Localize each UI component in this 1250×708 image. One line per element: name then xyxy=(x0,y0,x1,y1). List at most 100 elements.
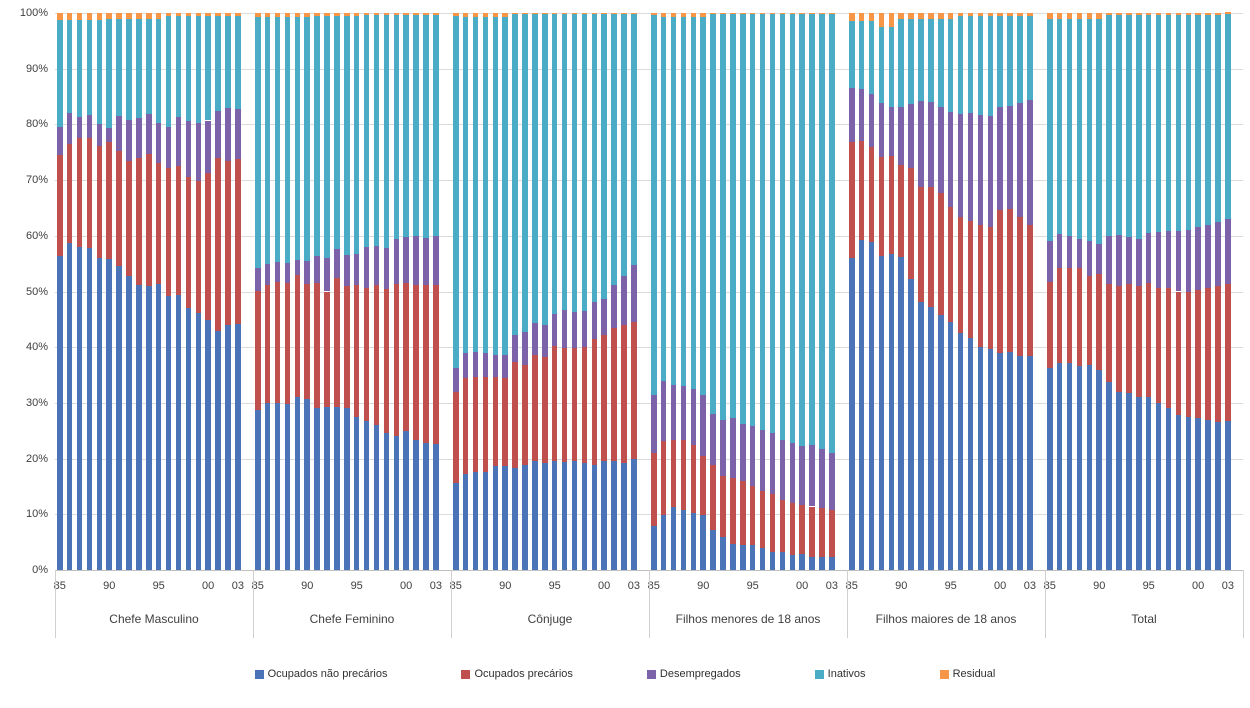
bar-segment-ocupados-precarios xyxy=(255,290,261,411)
bar-segment-desempregados xyxy=(858,88,865,141)
bar-segment-desempregados xyxy=(1185,229,1192,293)
bar-segment-ocupados-precarios xyxy=(542,356,548,464)
bar-segment-residual xyxy=(1076,13,1083,19)
bar-segment-residual xyxy=(1155,13,1162,15)
bar-segment-residual xyxy=(631,13,637,15)
bar-segment-residual xyxy=(1145,13,1152,15)
bar-segment-ocupados-precarios xyxy=(304,284,310,399)
x-tick-label: 85 xyxy=(1043,580,1056,592)
bar-segment-residual xyxy=(363,13,370,15)
bar-segment-ocupados-precarios xyxy=(849,141,855,259)
bar-segment-ocupados-precarios xyxy=(868,147,875,242)
bar-segment-ocupados-precarios xyxy=(1096,274,1102,371)
bar-segment-ocupados-precarios xyxy=(433,284,439,445)
bar-segment-ocupados-precarios xyxy=(730,478,736,544)
x-tick-label: 00 xyxy=(598,580,611,592)
bar-segment-residual xyxy=(1225,11,1231,14)
bar-segment-residual xyxy=(651,13,657,15)
bar-segment-ocupados-nao-precarios xyxy=(878,256,885,570)
bar-segment-residual xyxy=(353,13,360,16)
bar-segment-inativos xyxy=(314,15,320,257)
bar-segment-ocupados-precarios xyxy=(1126,284,1132,394)
bar-segment-residual xyxy=(136,13,142,19)
bar-segment-ocupados-precarios xyxy=(888,156,895,255)
bar-segment-inativos xyxy=(136,18,142,118)
bar-segment-inativos xyxy=(967,15,974,113)
bar-segment-ocupados-precarios xyxy=(779,499,786,553)
bar-segment-ocupados-precarios xyxy=(819,508,825,558)
bar-segment-desempregados xyxy=(957,113,964,218)
x-tick-label: 85 xyxy=(647,580,660,592)
bar-segment-desempregados xyxy=(1195,227,1201,290)
bar-segment-residual xyxy=(1165,13,1172,15)
bar-segment-desempregados xyxy=(1066,236,1073,269)
bar-segment-ocupados-precarios xyxy=(601,334,607,461)
bar-segment-desempregados xyxy=(522,331,528,365)
bar-segment-desempregados xyxy=(1215,221,1221,287)
bar-segment-desempregados xyxy=(373,246,380,285)
bar-segment-residual xyxy=(611,13,617,15)
bar-segment-desempregados xyxy=(433,236,439,285)
bar-segment-ocupados-precarios xyxy=(195,181,202,314)
bar-segment-ocupados-nao-precarios xyxy=(453,483,459,570)
y-tick-label: 10% xyxy=(25,508,48,521)
bar-segment-residual xyxy=(1126,13,1132,15)
bar-segment-ocupados-precarios xyxy=(1086,276,1093,366)
bar-segment-ocupados-nao-precarios xyxy=(858,239,865,570)
bar-segment-ocupados-precarios xyxy=(314,283,320,409)
bar-segment-residual xyxy=(710,13,716,15)
bar-segment-ocupados-nao-precarios xyxy=(720,537,726,570)
bar-segment-ocupados-nao-precarios xyxy=(809,556,815,570)
bar-segment-desempregados xyxy=(413,236,419,285)
y-tick-label: 30% xyxy=(25,396,48,409)
y-tick-label: 90% xyxy=(25,62,48,75)
bar-segment-desempregados xyxy=(492,354,499,377)
bar-segment-desempregados xyxy=(849,88,855,142)
x-tick-label: 95 xyxy=(548,580,561,592)
bar-segment-ocupados-nao-precarios xyxy=(294,397,301,570)
bar-segment-ocupados-precarios xyxy=(96,145,103,259)
bar-segment-desempregados xyxy=(363,247,370,288)
bar-segment-ocupados-precarios xyxy=(740,481,746,546)
x-tick-label: 00 xyxy=(202,580,215,592)
bar-segment-desempregados xyxy=(155,123,162,164)
bar-segment-ocupados-precarios xyxy=(1225,284,1231,421)
x-tick-label: 00 xyxy=(994,580,1007,592)
bar-segment-residual xyxy=(680,13,687,18)
bar-segment-inativos xyxy=(86,20,93,115)
bar-segment-ocupados-nao-precarios xyxy=(215,331,221,570)
bar-segment-inativos xyxy=(1027,15,1033,100)
bar-segment-desempregados xyxy=(779,439,786,500)
bar-segment-desempregados xyxy=(1056,234,1063,268)
bar-segment-desempregados xyxy=(334,249,340,279)
bar-segment-ocupados-precarios xyxy=(749,486,756,545)
bar-segment-residual xyxy=(235,13,241,16)
x-tick-label: 03 xyxy=(1221,580,1234,592)
bar-segment-residual xyxy=(423,13,429,15)
bar-segment-desempregados xyxy=(383,248,390,289)
bar-segment-inativos xyxy=(591,14,598,303)
bar-segment-desempregados xyxy=(304,261,310,285)
bar-segment-ocupados-nao-precarios xyxy=(1007,351,1013,570)
bar-segment-inativos xyxy=(413,14,419,237)
bar-segment-residual xyxy=(561,13,568,15)
bar-segment-residual xyxy=(977,13,984,16)
group-separator xyxy=(847,570,848,638)
bar-segment-desempregados xyxy=(195,123,202,182)
bar-segment-ocupados-precarios xyxy=(512,362,518,469)
bar-segment-inativos xyxy=(304,17,310,262)
bar-segment-inativos xyxy=(908,18,914,104)
y-tick-label: 40% xyxy=(25,341,48,354)
bar-segment-inativos xyxy=(740,14,746,424)
bar-segment-desempregados xyxy=(324,258,330,292)
bar-segment-desempregados xyxy=(255,268,261,291)
bar-segment-ocupados-precarios xyxy=(799,504,805,555)
bar-segment-ocupados-nao-precarios xyxy=(938,315,944,570)
bar-segment-residual xyxy=(403,13,409,15)
bar-segment-residual xyxy=(967,13,974,16)
bar-segment-inativos xyxy=(1076,18,1083,239)
bar-segment-inativos xyxy=(195,15,202,124)
bar-segment-desempregados xyxy=(720,419,726,477)
bar-segment-residual xyxy=(621,13,627,15)
bar-segment-residual xyxy=(522,13,528,15)
